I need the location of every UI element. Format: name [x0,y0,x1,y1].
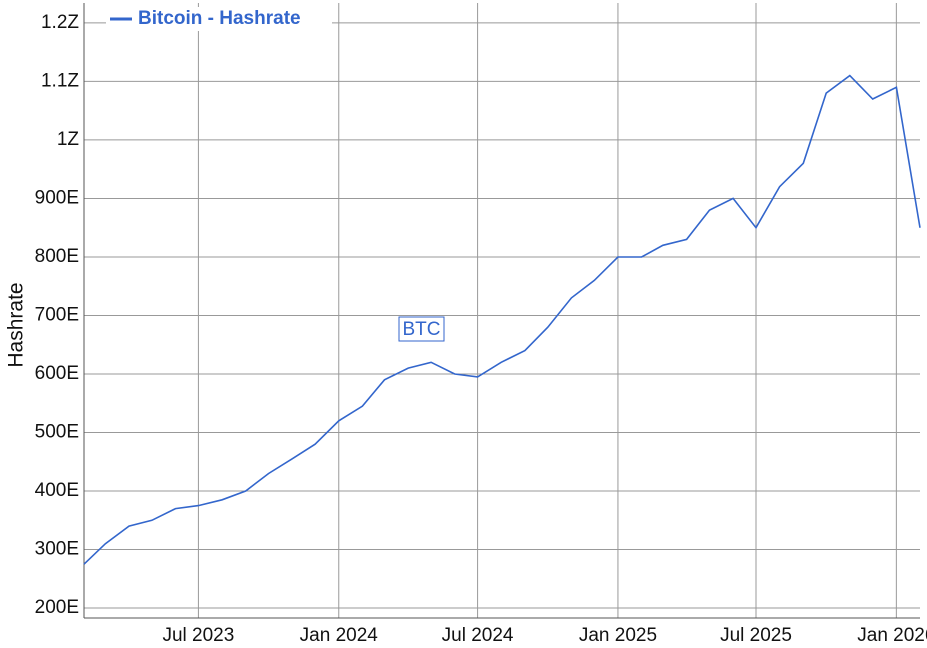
x-tick-label: Jan 2026 [857,625,927,646]
y-tick-label: 900E [35,187,79,208]
y-tick-label: 400E [35,480,79,501]
x-tick-label: Jul 2023 [162,625,234,646]
y-tick-label: 300E [35,539,79,560]
x-tick-label: Jan 2025 [579,625,657,646]
y-tick-label: 800E [35,246,79,267]
y-tick-label: 1.1Z [41,70,79,91]
annotation: BTC [403,319,441,340]
x-tick-label: Jan 2024 [300,625,379,646]
x-tick-label: Jul 2025 [720,625,792,646]
legend-bg [106,7,332,31]
y-axis-label: Hashrate [5,282,28,367]
data-line [83,74,921,565]
y-tick-label: 600E [35,363,79,384]
x-tick-label: Jul 2024 [442,625,514,646]
legend-label: Bitcoin - Hashrate [138,8,301,29]
y-tick-label: 200E [35,597,79,618]
y-tick-label: 1.2Z [41,12,79,33]
annotation-box [398,316,445,342]
y-tick-label: 700E [35,304,79,325]
y-tick-label: 500E [35,422,79,443]
y-tick-label: 1Z [57,129,80,150]
